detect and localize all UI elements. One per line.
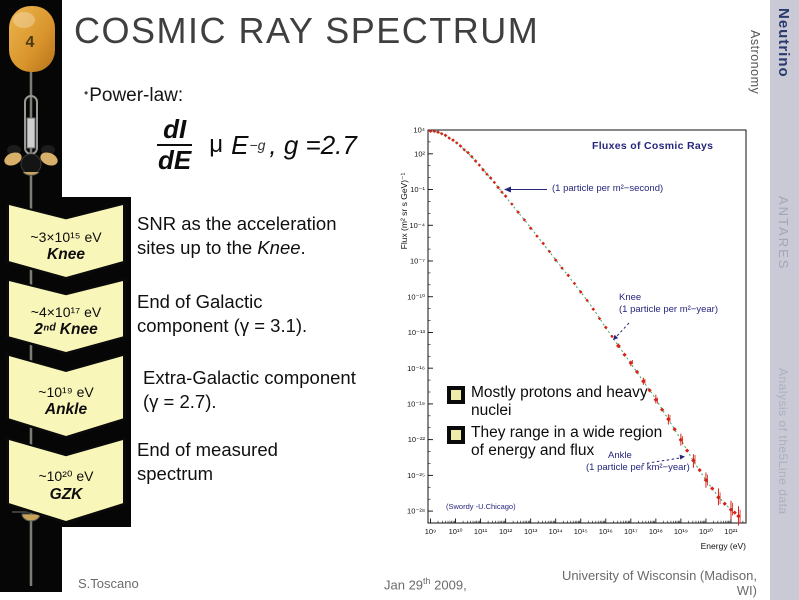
svg-text:10²: 10² [414, 149, 425, 158]
footer-author: S.Toscano [78, 576, 139, 591]
banner-energy: ~10²⁰ eV [38, 467, 94, 484]
list-item: They range in a wide region of energy an… [447, 424, 669, 461]
vertical-label-neutrino: Neutrino [775, 8, 792, 78]
knee-arrow [615, 322, 630, 338]
list-item: Mostly protons and heavy nuclei [447, 384, 669, 421]
y-axis-label: Flux (m² sr s GeV)⁻¹ [399, 172, 409, 249]
square-bullet-icon [447, 386, 465, 404]
banner-name: Ankle [44, 400, 88, 418]
banner-name: Knee [47, 245, 85, 263]
svg-text:10⁻²⁵: 10⁻²⁵ [407, 471, 425, 480]
fraction-numerator: dI [157, 115, 193, 147]
instrument-cylinder [26, 117, 36, 149]
per-second-annotation: (1 particle per m²−second) [552, 183, 664, 194]
buoy [9, 6, 55, 72]
svg-text:10⁻⁴: 10⁻⁴ [409, 221, 425, 230]
chart-credit: (Swordy -U.Chicago) [446, 502, 516, 511]
svg-text:10¹³: 10¹³ [524, 527, 538, 536]
equation-tail: , g =2.7 [269, 129, 357, 160]
svg-text:10¹⁶: 10¹⁶ [599, 527, 613, 536]
flux-chart-svg: 10⁹ 10¹⁰ 10¹¹ 10¹² 10¹³ 10¹⁴ 10¹⁵ 10¹⁶ 10¹⁷ 10¹⁸ 1… [399, 126, 747, 551]
description-2nd-knee: End of Galactic component (γ = 3.1). [137, 291, 308, 337]
square-bullet-icon [447, 425, 465, 444]
module-cap-left [7, 145, 21, 155]
knee-annotation: Knee (1 particle per m²−year) [619, 292, 718, 315]
svg-text:10⁻¹: 10⁻¹ [410, 185, 425, 194]
module-cap-right [41, 145, 55, 155]
page-title: COSMIC RAY SPECTRUM [74, 10, 540, 51]
svg-text:10¹⁷: 10¹⁷ [624, 527, 638, 536]
proportional-symbol: μ [209, 131, 224, 159]
description-gzk: End of measured spectrum [137, 439, 278, 485]
power-law-label: •Power-law: [84, 85, 184, 106]
svg-text:10⁻¹⁰: 10⁻¹⁰ [407, 292, 425, 301]
equation-exponent: −g [249, 137, 266, 154]
footer-date: Jan 29th 2009, [384, 576, 467, 593]
banner-energy: ~10¹⁹ eV [38, 383, 94, 400]
svg-text:10¹⁹: 10¹⁹ [674, 527, 688, 536]
chart-plot-area: 10⁹ 10¹⁰ 10¹¹ 10¹² 10¹³ 10¹⁴ 10¹⁵ 10¹⁶ 10¹⁷ 10¹⁸ 1… [407, 126, 747, 536]
sphere-module [20, 153, 42, 175]
energy-banner-2nd-knee: ~4×10¹⁷ eV 2ⁿᵈ Knee [6, 278, 126, 355]
ankle-annotation: Ankle (1 particle per km²−year) [586, 450, 690, 474]
svg-text:10⁻²²: 10⁻²² [408, 435, 426, 444]
svg-text:10⁻²⁸: 10⁻²⁸ [407, 507, 425, 516]
chart-title: Fluxes of Cosmic Rays [592, 140, 714, 152]
svg-text:10¹⁰: 10¹⁰ [449, 527, 463, 536]
svg-text:10¹¹: 10¹¹ [474, 527, 488, 536]
banner-name: 2ⁿᵈ Knee [34, 321, 98, 338]
energy-banner-gzk: ~10²⁰ eV GZK [6, 437, 126, 524]
svg-text:10⁻⁷: 10⁻⁷ [410, 257, 425, 266]
flux-chart: 10⁹ 10¹⁰ 10¹¹ 10¹² 10¹³ 10¹⁴ 10¹⁵ 10¹⁶ 10¹⁷ 10¹⁸ 1… [398, 112, 758, 564]
fraction: dI dE [152, 115, 197, 176]
optical-module-right [40, 152, 58, 166]
svg-text:10⁴: 10⁴ [413, 126, 425, 135]
svg-text:10¹²: 10¹² [499, 527, 513, 536]
module-bowl [22, 171, 40, 176]
ankle-arrow [641, 457, 681, 465]
svg-text:10¹⁴: 10¹⁴ [549, 527, 563, 536]
description-knee: SNR as the acceleration sites up to the … [137, 213, 337, 259]
vertical-label-astronomy: Astronomy [748, 30, 762, 95]
mooring-line-graphic: 4 [4, 6, 58, 586]
svg-text:10²⁰: 10²⁰ [699, 527, 713, 536]
energy-banner-knee: ~3×10¹⁵ eV Knee [6, 202, 126, 280]
equation-base: E [231, 129, 249, 160]
x-axis-label: Energy (eV) [701, 541, 747, 551]
per-second-arrowhead [504, 186, 511, 193]
svg-text:10¹⁸: 10¹⁸ [649, 527, 663, 536]
svg-text:10¹⁵: 10¹⁵ [574, 527, 588, 536]
banner-energy: ~4×10¹⁷ eV [30, 304, 102, 320]
power-law-equation: dI dE μ E −g , g =2.7 [152, 115, 357, 176]
svg-text:10²¹: 10²¹ [724, 527, 738, 536]
knee-arrowhead [613, 334, 619, 340]
vertical-label-antares: ANTARES [776, 196, 791, 271]
overlay-bullet-list: Mostly protons and heavy nuclei They ran… [447, 384, 669, 463]
banner-face: ~3×10¹⁵ eV Knee [9, 205, 123, 277]
svg-text:10⁻¹⁹: 10⁻¹⁹ [407, 400, 425, 409]
footer-venue: University of Wisconsin (Madison, WI) [561, 568, 757, 598]
optical-module-left [4, 152, 22, 166]
fraction-denominator: dE [158, 145, 192, 176]
banner-name: GZK [49, 485, 83, 503]
banner-energy: ~3×10¹⁵ eV [30, 228, 102, 245]
bullet-dot: • [84, 86, 89, 100]
right-sidebar [770, 0, 799, 600]
ankle-arrowhead [679, 454, 685, 460]
slide-number: 4 [26, 34, 35, 51]
description-ankle: Extra-Galactic component (γ = 2.7). [143, 367, 356, 413]
svg-text:10⁻¹³: 10⁻¹³ [408, 328, 426, 337]
svg-text:10⁹: 10⁹ [425, 527, 437, 536]
buoy-highlight [13, 12, 35, 28]
svg-text:10⁻¹⁶: 10⁻¹⁶ [407, 364, 425, 373]
vertical-label-analysis: Analysis of the5Line data [776, 368, 790, 515]
chart-annotations-arrows: Flux (m² sr s GeV)⁻¹ Energy (eV) [399, 172, 746, 551]
energy-banner-ankle: ~10¹⁹ eV Ankle [6, 353, 126, 439]
